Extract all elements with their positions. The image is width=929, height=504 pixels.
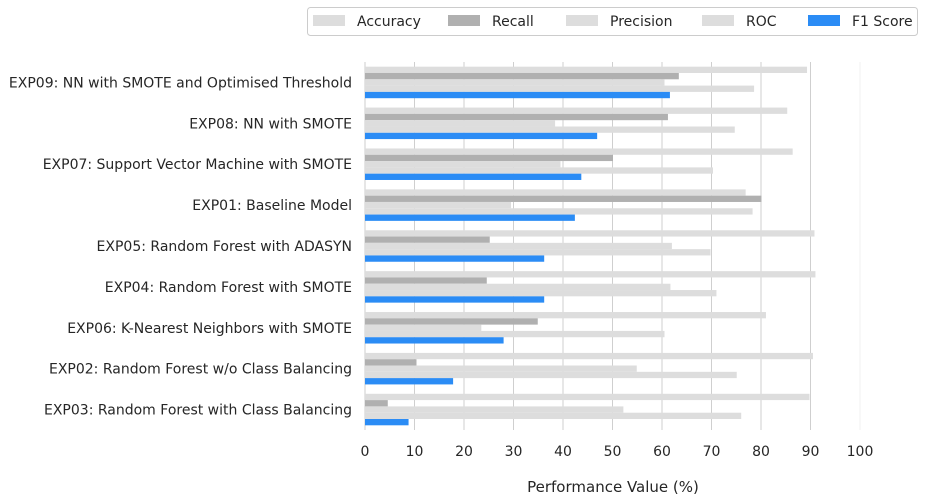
bar-recall-2 (365, 113, 668, 121)
x-axis-title: Performance Value (%) (527, 478, 699, 496)
bar-precision-3 (365, 161, 561, 168)
bar-group-1 (365, 66, 808, 99)
bar-f1-score-4 (365, 214, 575, 221)
category-label-1: EXP09: NN with SMOTE and Optimised Thres… (9, 75, 352, 91)
bar-roc-6 (365, 290, 717, 297)
bar-f1-score-2 (365, 132, 598, 140)
bar-recall-1 (365, 72, 679, 80)
bar-group-4 (365, 189, 762, 221)
x-tick-label-60: 60 (653, 444, 671, 460)
bar-group-3 (365, 148, 793, 180)
category-label-6: EXP04: Random Forest with SMOTE (105, 280, 352, 296)
bar-roc-9 (365, 412, 742, 420)
legend-label-accuracy: Accuracy (357, 14, 421, 30)
bar-precision-5 (365, 242, 672, 250)
legend-label-precision: Precision (610, 14, 672, 30)
legend-swatch-roc (702, 15, 734, 26)
legend-label-roc: ROC (746, 14, 777, 30)
bar-roc-2 (365, 126, 735, 133)
legend-label-f1-score: F1 Score (852, 14, 913, 30)
category-label-5: EXP05: Random Forest with ADASYN (97, 239, 352, 255)
bar-recall-5 (365, 236, 490, 243)
x-tick-label-10: 10 (406, 444, 424, 460)
bar-recall-6 (365, 277, 487, 284)
bar-group-7 (365, 312, 766, 344)
bar-accuracy-7 (365, 312, 766, 319)
bar-precision-9 (365, 406, 624, 413)
x-tick-label-90: 90 (802, 444, 820, 460)
bar-groups (365, 66, 816, 426)
category-label-7: EXP06: K-Nearest Neighbors with SMOTE (67, 321, 352, 337)
bar-group-8 (365, 352, 813, 385)
bar-recall-8 (365, 359, 417, 366)
legend-label-recall: Recall (492, 14, 534, 30)
bar-roc-4 (365, 208, 753, 215)
bar-f1-score-5 (365, 255, 545, 262)
bar-f1-score-3 (365, 173, 582, 180)
bar-roc-3 (365, 167, 713, 174)
x-tick-label-20: 20 (455, 444, 473, 460)
bar-group-9 (365, 393, 810, 426)
category-label-8: EXP02: Random Forest w/o Class Balancing (49, 362, 352, 378)
legend-swatch-recall (448, 15, 480, 26)
bar-precision-4 (365, 201, 512, 209)
legend-swatch-f1-score (808, 15, 840, 26)
x-tick-label-100: 100 (847, 444, 874, 460)
legend-frame (307, 7, 918, 36)
x-tick-label-0: 0 (361, 444, 370, 460)
category-label-9: EXP03: Random Forest with Class Balancin… (44, 403, 352, 419)
bar-precision-7 (365, 324, 482, 331)
x-tick-labels: 0 10 20 30 40 50 60 70 80 90 100 (361, 444, 874, 460)
bar-roc-8 (365, 371, 737, 379)
bar-recall-4 (365, 195, 762, 202)
bar-accuracy-8 (365, 352, 813, 360)
category-label-3: EXP07: Support Vector Machine with SMOTE (43, 157, 352, 173)
bar-roc-7 (365, 330, 665, 338)
bar-recall-7 (365, 318, 538, 325)
bar-accuracy-5 (365, 230, 815, 237)
bar-precision-8 (365, 365, 637, 372)
bar-group-2 (365, 107, 788, 140)
x-tick-label-50: 50 (604, 444, 622, 460)
bar-group-5 (365, 230, 815, 262)
bar-group-6 (365, 271, 816, 303)
bar-accuracy-9 (365, 393, 810, 401)
bar-accuracy-3 (365, 148, 793, 155)
legend-swatch-precision (566, 15, 598, 26)
bar-recall-3 (365, 154, 613, 162)
bar-f1-score-7 (365, 337, 504, 344)
bar-accuracy-4 (365, 189, 746, 196)
bar-accuracy-2 (365, 107, 788, 114)
bar-accuracy-6 (365, 271, 816, 278)
category-labels: EXP09: NN with SMOTE and Optimised Thres… (9, 75, 352, 418)
category-label-2: EXP08: NN with SMOTE (189, 116, 352, 132)
legend: Accuracy Recall Precision ROC F1 Score (307, 7, 918, 36)
bar-f1-score-8 (365, 378, 454, 385)
bar-f1-score-6 (365, 296, 545, 303)
legend-swatch-accuracy (313, 15, 345, 26)
x-tick-label-80: 80 (752, 444, 770, 460)
bar-f1-score-9 (365, 419, 409, 426)
x-tick-label-30: 30 (505, 444, 523, 460)
x-tick-label-40: 40 (554, 444, 572, 460)
bar-f1-score-1 (365, 91, 670, 99)
category-label-4: EXP01: Baseline Model (192, 198, 352, 214)
bar-precision-1 (365, 79, 665, 86)
bar-recall-9 (365, 400, 388, 407)
bar-precision-6 (365, 283, 671, 291)
bar-roc-1 (365, 85, 755, 92)
bar-roc-5 (365, 249, 711, 256)
x-tick-label-70: 70 (703, 444, 721, 460)
bar-accuracy-1 (365, 66, 808, 73)
bar-precision-2 (365, 120, 556, 127)
